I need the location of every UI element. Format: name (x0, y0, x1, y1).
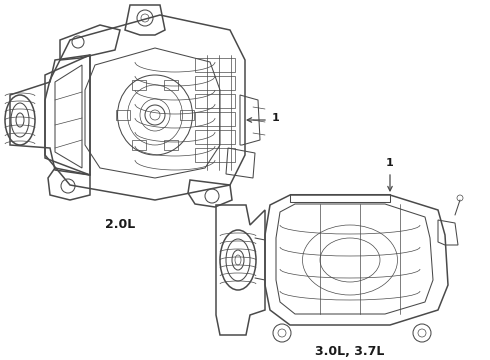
Text: 1: 1 (272, 113, 280, 123)
Text: 1: 1 (386, 158, 394, 168)
Bar (290, 194, 390, 202)
Bar (164, 140, 178, 150)
Bar (164, 80, 178, 90)
Bar (195, 94, 235, 108)
Bar (132, 140, 146, 150)
Bar (180, 110, 194, 120)
Bar (195, 148, 235, 162)
Bar (195, 76, 235, 90)
Text: 3.0L, 3.7L: 3.0L, 3.7L (315, 345, 385, 358)
Bar (116, 110, 130, 120)
Bar (195, 130, 235, 144)
Bar (195, 112, 235, 126)
Bar (195, 58, 235, 72)
Bar (132, 80, 146, 90)
Text: 2.0L: 2.0L (105, 218, 135, 231)
